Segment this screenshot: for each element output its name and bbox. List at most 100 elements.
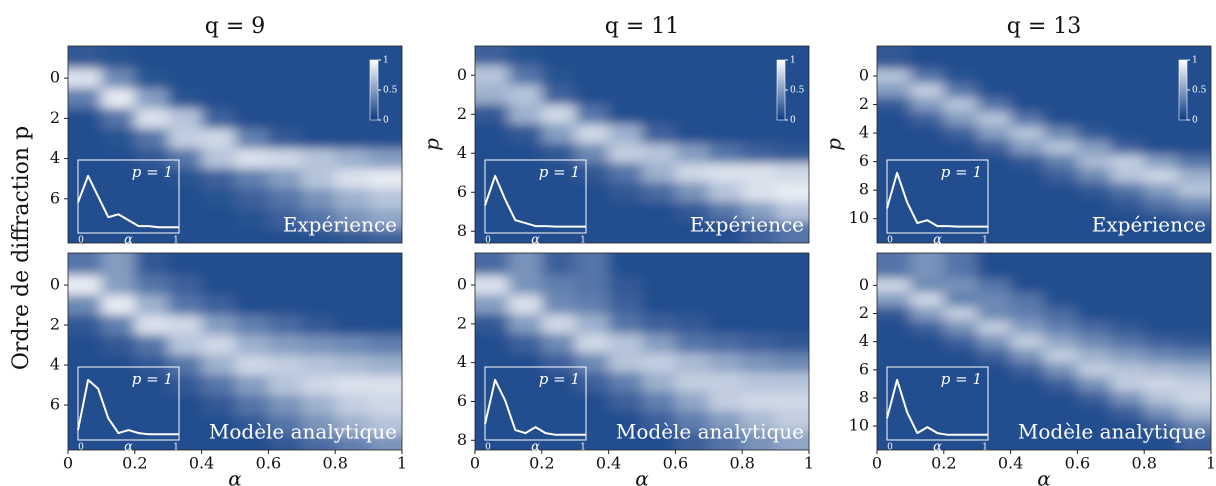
- heat-cell: [101, 435, 136, 450]
- heat-cell: [775, 372, 809, 393]
- heat-cell: [335, 228, 370, 243]
- heat-cell: [1010, 419, 1045, 434]
- heat-cell: [268, 228, 303, 243]
- heat-cell: [708, 143, 743, 164]
- heat-cell: [101, 88, 136, 109]
- heat-cell: [368, 275, 402, 296]
- heat-cell: [134, 375, 169, 396]
- y-tick-label: 6: [50, 395, 60, 414]
- heat-cell: [977, 292, 1012, 307]
- heat-cell: [541, 391, 576, 412]
- annotation: Modèle analytique: [616, 420, 804, 444]
- heat-cell: [1177, 278, 1211, 293]
- heat-cell: [508, 124, 543, 145]
- heat-cell: [910, 320, 945, 336]
- heat-cell: [775, 391, 809, 412]
- heat-cell: [877, 197, 911, 213]
- colorbar-tick-label: 1: [383, 56, 389, 66]
- x-tick-label: 1: [804, 454, 814, 473]
- heat-cell: [1044, 125, 1078, 141]
- y-tick-label: 0: [457, 65, 467, 84]
- heat-cell: [235, 208, 269, 230]
- heat-cell: [708, 314, 743, 335]
- heat-cell: [1010, 168, 1045, 184]
- heat-cell: [301, 375, 336, 396]
- y-tick-label: 2: [50, 315, 60, 334]
- heat-cell: [301, 88, 336, 109]
- heat-cell: [1044, 253, 1078, 279]
- colorbar: [369, 59, 379, 121]
- heat-cell: [335, 295, 370, 316]
- heat-cell: [335, 355, 370, 376]
- heat-cell: [508, 65, 543, 86]
- heat-cell: [1010, 111, 1045, 127]
- heat-cell: [301, 315, 336, 336]
- x-axis-label: α: [228, 467, 242, 486]
- heat-cell: [301, 355, 336, 376]
- heat-cell: [475, 124, 509, 145]
- heat-cell: [608, 221, 643, 243]
- heat-cell: [508, 411, 543, 432]
- heat-cell: [575, 85, 610, 106]
- heat-cell: [977, 278, 1012, 293]
- heat-cell: [775, 411, 809, 432]
- heat-cell: [301, 168, 336, 190]
- heat-cell: [943, 390, 978, 406]
- heat-cell: [877, 404, 911, 420]
- inset-frame: [77, 159, 180, 234]
- heat-cell: [1044, 225, 1078, 243]
- heat-cell: [1144, 334, 1179, 350]
- heat-cell: [775, 430, 809, 450]
- heat-cell: [201, 208, 236, 230]
- panel-frame: [876, 45, 1212, 244]
- y-tick-label: 4: [50, 148, 60, 167]
- heatmap: [68, 253, 402, 450]
- heat-cell: [877, 306, 911, 322]
- heat-cell: [335, 188, 370, 210]
- inset-frame: [77, 366, 180, 441]
- heat-cell: [943, 348, 978, 364]
- heat-cell: [1077, 320, 1112, 336]
- heat-cell: [608, 352, 643, 373]
- heat-cell: [168, 355, 203, 376]
- y-tick-label: 8: [457, 221, 467, 240]
- heat-cell: [1177, 211, 1211, 227]
- heat-cell: [608, 314, 643, 335]
- heat-cell: [675, 294, 710, 315]
- heat-cell: [268, 295, 303, 316]
- heat-cell: [168, 395, 203, 416]
- heat-cell: [168, 315, 203, 336]
- heat-cell: [1144, 390, 1179, 406]
- heat-cell: [775, 124, 809, 145]
- heat-cell: [101, 335, 136, 356]
- heat-cell: [368, 208, 402, 230]
- heat-cell: [68, 148, 102, 170]
- heat-cell: [1044, 278, 1078, 293]
- heat-cell: [575, 253, 610, 276]
- heat-cell: [301, 128, 336, 150]
- heat-cell: [235, 148, 269, 170]
- heat-cell: [943, 362, 978, 378]
- heat-cell: [675, 352, 710, 373]
- heatmap-cells: [877, 253, 1211, 450]
- y-tick-label: 0: [50, 68, 60, 87]
- heat-cell: [508, 163, 543, 184]
- heat-cell: [1077, 334, 1112, 350]
- heat-cell: [943, 278, 978, 293]
- heat-cell: [1077, 404, 1112, 420]
- heat-cell: [943, 419, 978, 434]
- heat-cell: [101, 228, 136, 243]
- y-axis-label: p: [420, 138, 444, 151]
- heat-cell: [134, 88, 169, 109]
- heat-cell: [742, 294, 777, 315]
- heat-cell: [201, 375, 236, 396]
- x-tick-label: 0.6: [663, 454, 688, 473]
- heat-cell: [575, 294, 610, 315]
- heat-cell: [168, 128, 203, 150]
- heat-cell: [575, 163, 610, 184]
- heat-cell: [1144, 253, 1179, 279]
- heat-cell: [742, 85, 777, 106]
- y-tick-label: 4: [859, 331, 869, 350]
- heat-cell: [101, 275, 136, 296]
- heat-cell: [1077, 183, 1112, 198]
